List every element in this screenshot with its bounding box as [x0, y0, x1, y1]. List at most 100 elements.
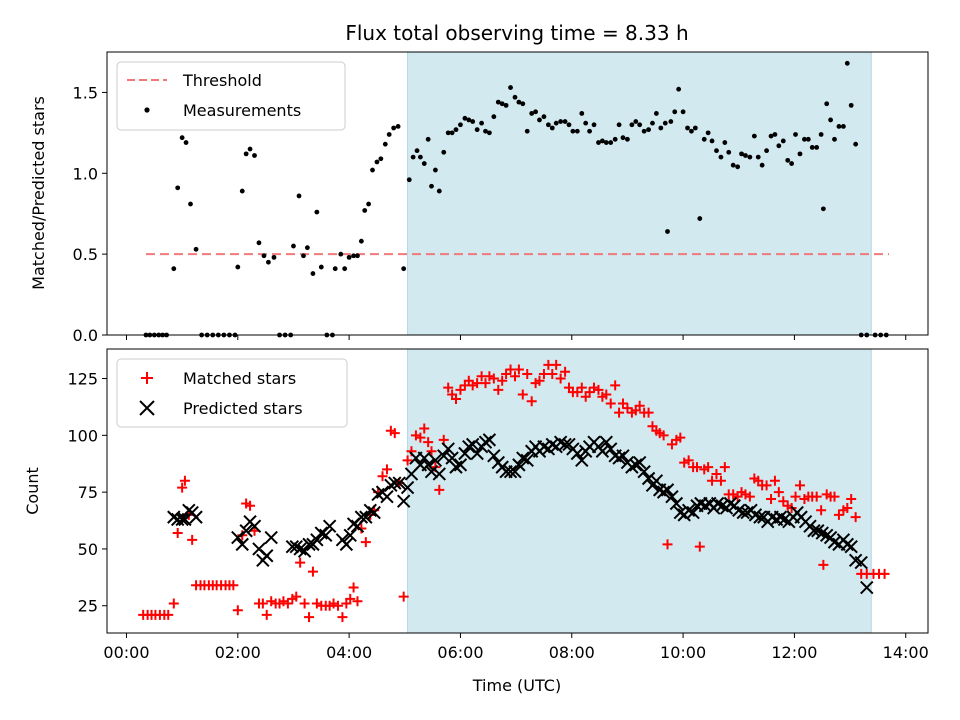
predicted-star-point	[625, 460, 639, 474]
measurement-point	[512, 94, 518, 100]
measurement-point	[332, 266, 338, 272]
predicted-star-point	[478, 435, 493, 449]
measurement-point	[768, 133, 774, 139]
predicted-star-point	[424, 464, 439, 479]
predicted-star-point	[470, 446, 484, 461]
matched-star-point	[601, 389, 612, 400]
bottom-observing-window	[407, 348, 872, 634]
top-observing-window	[407, 51, 872, 336]
legend-measurements-swatch	[144, 107, 150, 113]
measurement-point	[421, 161, 427, 166]
measurement-point	[553, 120, 559, 126]
predicted-star-point	[558, 437, 572, 452]
predicted-star-point	[545, 437, 559, 452]
measurement-point	[235, 264, 241, 270]
top-y-ticks: 0.0 0.5 1.0 1.5	[73, 83, 107, 345]
matched-star-point	[846, 493, 857, 504]
measurement-point	[570, 128, 576, 134]
measurement-point	[188, 201, 193, 207]
matched-star-point	[666, 439, 677, 450]
measurement-point	[342, 266, 348, 272]
predicted-star-point	[512, 458, 526, 472]
legend-matched-label: Matched stars	[183, 369, 296, 388]
measurement-point	[453, 127, 459, 133]
predicted-star-point	[462, 439, 476, 454]
bottom-axes-frame	[106, 348, 929, 634]
measurement-point	[689, 128, 694, 134]
matched-star-point	[534, 375, 545, 386]
matched-star-point	[282, 598, 293, 609]
measurement-point	[562, 119, 568, 124]
matched-star-point	[547, 368, 558, 379]
measurement-point	[697, 216, 703, 221]
matched-star-point	[790, 491, 801, 502]
bottom-x-tick-label: 02:00	[215, 643, 261, 662]
measurement-point	[549, 125, 555, 131]
predicted-star-point	[673, 505, 688, 520]
measurement-point	[558, 119, 564, 124]
predicted-star-point	[595, 444, 610, 458]
matched-star-point	[509, 371, 520, 382]
predicted-star-point	[302, 537, 316, 552]
predicted-star-point	[641, 471, 656, 486]
measurement-point	[183, 140, 189, 145]
matched-star-point	[794, 480, 805, 491]
measurement-point	[848, 102, 854, 108]
measurement-point	[445, 130, 451, 136]
predicted-star-point	[310, 533, 324, 547]
matched-star-point	[589, 382, 600, 393]
matched-star-point	[187, 534, 198, 545]
matched-star-point	[522, 368, 533, 379]
measurement-point	[310, 271, 316, 276]
matched-star-point	[679, 457, 690, 468]
matched-star-point	[381, 464, 392, 475]
matched-star-point	[850, 512, 861, 523]
predicted-star-point	[264, 530, 278, 545]
matched-star-point	[332, 600, 343, 611]
measurement-point	[772, 132, 778, 137]
measurement-point	[818, 132, 824, 137]
matched-star-point	[740, 489, 751, 500]
matched-star-point	[493, 384, 504, 395]
bottom-legend: Matched stars Predicted stars	[116, 358, 348, 428]
matched-star-point	[228, 580, 239, 591]
measurement-point	[802, 136, 807, 142]
measurement-point	[793, 132, 798, 137]
measurement-point	[665, 229, 670, 234]
matched-star-point	[497, 375, 508, 386]
matched-star-point	[278, 596, 289, 607]
matched-star-point	[766, 493, 777, 504]
measurement-point	[508, 85, 513, 90]
bottom-y-tick-label: 75	[78, 483, 98, 502]
measurement-point	[483, 128, 488, 134]
matched-star-point	[419, 423, 430, 434]
measurement-point	[759, 162, 765, 168]
measurement-point	[662, 120, 668, 126]
predicted-star-point	[570, 446, 585, 461]
matched-star-point	[816, 505, 827, 516]
measurement-point	[243, 151, 249, 157]
matched-star-point	[662, 539, 673, 550]
predicted-star-point	[637, 464, 651, 479]
matched-star-point	[728, 489, 739, 500]
measurement-point	[318, 264, 324, 270]
measurement-point	[789, 161, 795, 166]
measurement-point	[425, 136, 431, 142]
matched-star-point	[683, 455, 694, 466]
matched-star-point	[769, 475, 780, 486]
predicted-star-point	[432, 467, 447, 481]
bottom-y-tick-label: 125	[67, 370, 98, 389]
matched-star-point	[443, 382, 454, 393]
bottom-y-tick-label: 25	[78, 597, 98, 616]
predicted-star-point	[616, 449, 630, 463]
measurement-point	[603, 140, 609, 145]
measurement-point	[175, 185, 181, 191]
measurement-point	[479, 120, 484, 126]
measurement-point	[458, 122, 463, 128]
measurement-point	[499, 101, 505, 107]
measurement-point	[410, 154, 416, 160]
measurement-point	[633, 119, 639, 124]
measurement-point	[516, 99, 522, 105]
matched-star-point	[555, 373, 566, 384]
predicted-star-point	[367, 505, 381, 520]
